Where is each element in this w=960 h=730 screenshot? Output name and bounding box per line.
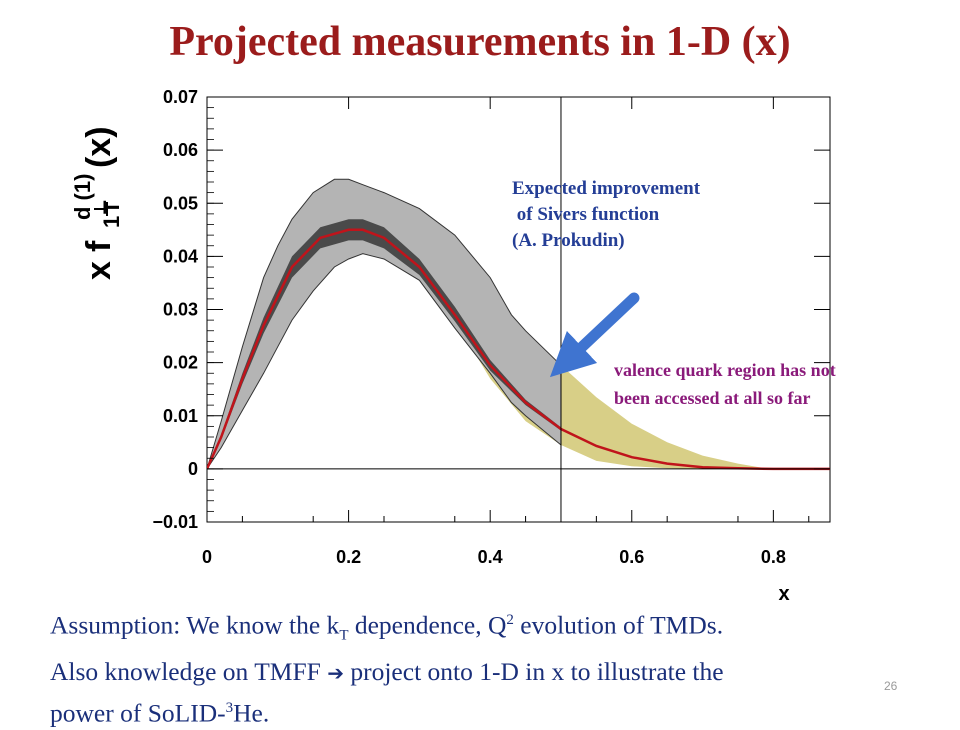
y-tick-label: 0.06 <box>163 140 198 160</box>
y-ticks: −0.01 0 0.01 0.02 0.03 0.04 0.05 0.06 0.07 <box>152 87 830 532</box>
x-tick-label: 0.4 <box>478 547 503 567</box>
assumption-line-2: Also knowledge on TMFF ➔ project onto 1-… <box>50 656 724 686</box>
assumption-line-3: power of SoLID-3He. <box>50 698 270 728</box>
y-label-f: f <box>80 240 118 252</box>
valence-callout: valence quark region has not been access… <box>614 356 836 412</box>
y-label-sup: d (1) <box>70 174 95 220</box>
x-ticks: 0 0.2 0.4 0.6 0.8 <box>202 97 810 567</box>
valence-callout-line-1: valence quark region has not <box>614 360 836 380</box>
x-tick-label: 0 <box>202 547 212 567</box>
y-tick-label: 0.01 <box>163 406 198 426</box>
improvement-callout: Expected improvement of Sivers function … <box>512 178 701 251</box>
y-tick-label: 0.03 <box>163 300 198 320</box>
y-label-sub: 1 <box>99 216 124 228</box>
plot-area: 0 0.2 0.4 0.6 0.8 −0.0100.010.020.030.040.05… <box>152 87 831 567</box>
right-arrow-icon: ➔ <box>327 660 344 685</box>
slide-title: Projected measurements in 1-D (x) <box>169 19 791 65</box>
x-tick-label: 0.2 <box>336 547 361 567</box>
y-tick-label: 0 <box>188 459 198 479</box>
assumption-text: Assumption: We know the kT dependence, Q… <box>50 603 930 730</box>
y-label-arg: (x) <box>80 126 118 168</box>
y-label-x: x <box>80 261 118 280</box>
central-curve <box>207 228 830 471</box>
y-tick-label: 0.05 <box>163 193 198 213</box>
page-number: 26 <box>884 679 898 693</box>
projected-band <box>384 237 830 469</box>
assumption-line-1: Assumption: We know the kT dependence, Q… <box>50 610 724 644</box>
y-tick-label: 0.02 <box>163 353 198 373</box>
x-tick-label: 0.6 <box>619 547 644 567</box>
x-tick-label: 0.8 <box>761 547 786 567</box>
valence-callout-line-2: been accessed at all so far <box>614 388 811 408</box>
x-axis-label: x <box>778 583 789 605</box>
plot-frame <box>206 96 831 523</box>
y-label-T: T <box>99 200 124 214</box>
y-tick-label: −0.01 <box>152 512 198 532</box>
y-tick-label: 0.04 <box>163 246 198 266</box>
callout-arrow <box>549 292 640 378</box>
y-axis-label: x f 1 T d (1) (x) <box>70 126 124 280</box>
y-tick-label: 0.07 <box>163 87 198 107</box>
